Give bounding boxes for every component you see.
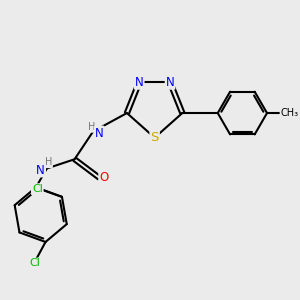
Text: N: N (166, 76, 174, 89)
Text: O: O (99, 171, 109, 184)
Text: S: S (150, 131, 159, 144)
Text: H: H (88, 122, 95, 132)
Text: H: H (45, 157, 52, 167)
Text: Cl: Cl (32, 184, 43, 194)
Text: Cl: Cl (29, 259, 40, 269)
Text: N: N (36, 164, 45, 176)
Text: N: N (95, 127, 103, 140)
Text: CH₃: CH₃ (280, 108, 298, 118)
Text: N: N (135, 76, 144, 89)
